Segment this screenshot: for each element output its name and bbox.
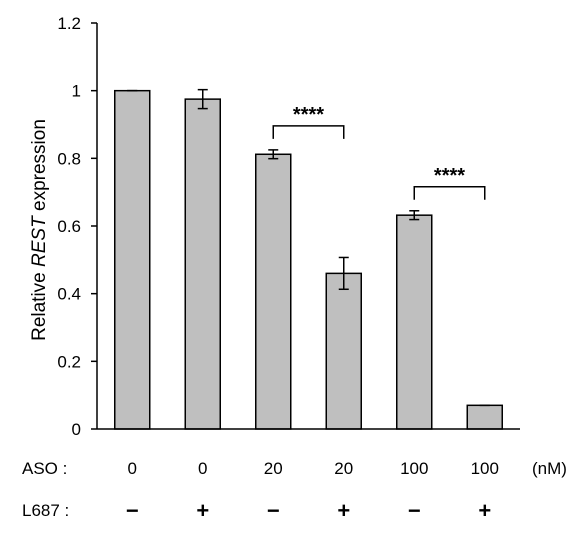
aso-unit-label: (nM) [532,459,567,478]
significance-stars: **** [434,165,465,187]
l687-sign: + [478,498,491,523]
l687-row-label: L687 : [22,501,69,520]
y-axis-label-prefix: Relative [29,267,50,341]
l687-sign: + [337,498,350,523]
y-tick-label: 0.8 [57,149,81,168]
significance-stars: **** [293,104,324,126]
l687-sign: − [408,498,421,523]
l687-sign: − [126,498,139,523]
significance-bracket [272,125,345,139]
aso-value: 100 [471,459,499,478]
bar [466,404,503,430]
y-axis-ticks: 0 0.2 0.4 0.6 0.8 1 1.2 [57,14,97,439]
aso-row-label: ASO : [22,459,67,478]
y-tick-label: 1.2 [57,14,81,33]
significance-bracket [413,186,486,200]
bar [325,272,362,430]
aso-value: 0 [198,459,207,478]
aso-value: 0 [128,459,137,478]
l687-sign: − [267,498,280,523]
y-tick-label: 0 [72,420,81,439]
y-tick-label: 1 [72,82,81,101]
aso-value: 100 [400,459,428,478]
aso-value: 20 [264,459,283,478]
significance-group: **** **** [272,104,486,200]
aso-value: 20 [334,459,353,478]
bar [255,153,292,430]
bars-group [114,88,503,430]
l687-sign: + [196,498,209,523]
y-axis-label-suffix: expression [29,119,50,216]
bar [396,214,433,430]
y-axis-label-gene: REST [29,215,50,267]
y-axis-label: Relative REST expression [29,119,50,341]
condition-rows: ASO : L687 : (nM) 0 − 0 +20 − 20 +100 − 100 + [22,459,567,523]
bar [114,89,151,430]
y-tick-label: 0.2 [57,352,81,371]
bar [184,98,221,430]
y-tick-label: 0.4 [57,285,81,304]
y-tick-label: 0.6 [57,217,81,236]
